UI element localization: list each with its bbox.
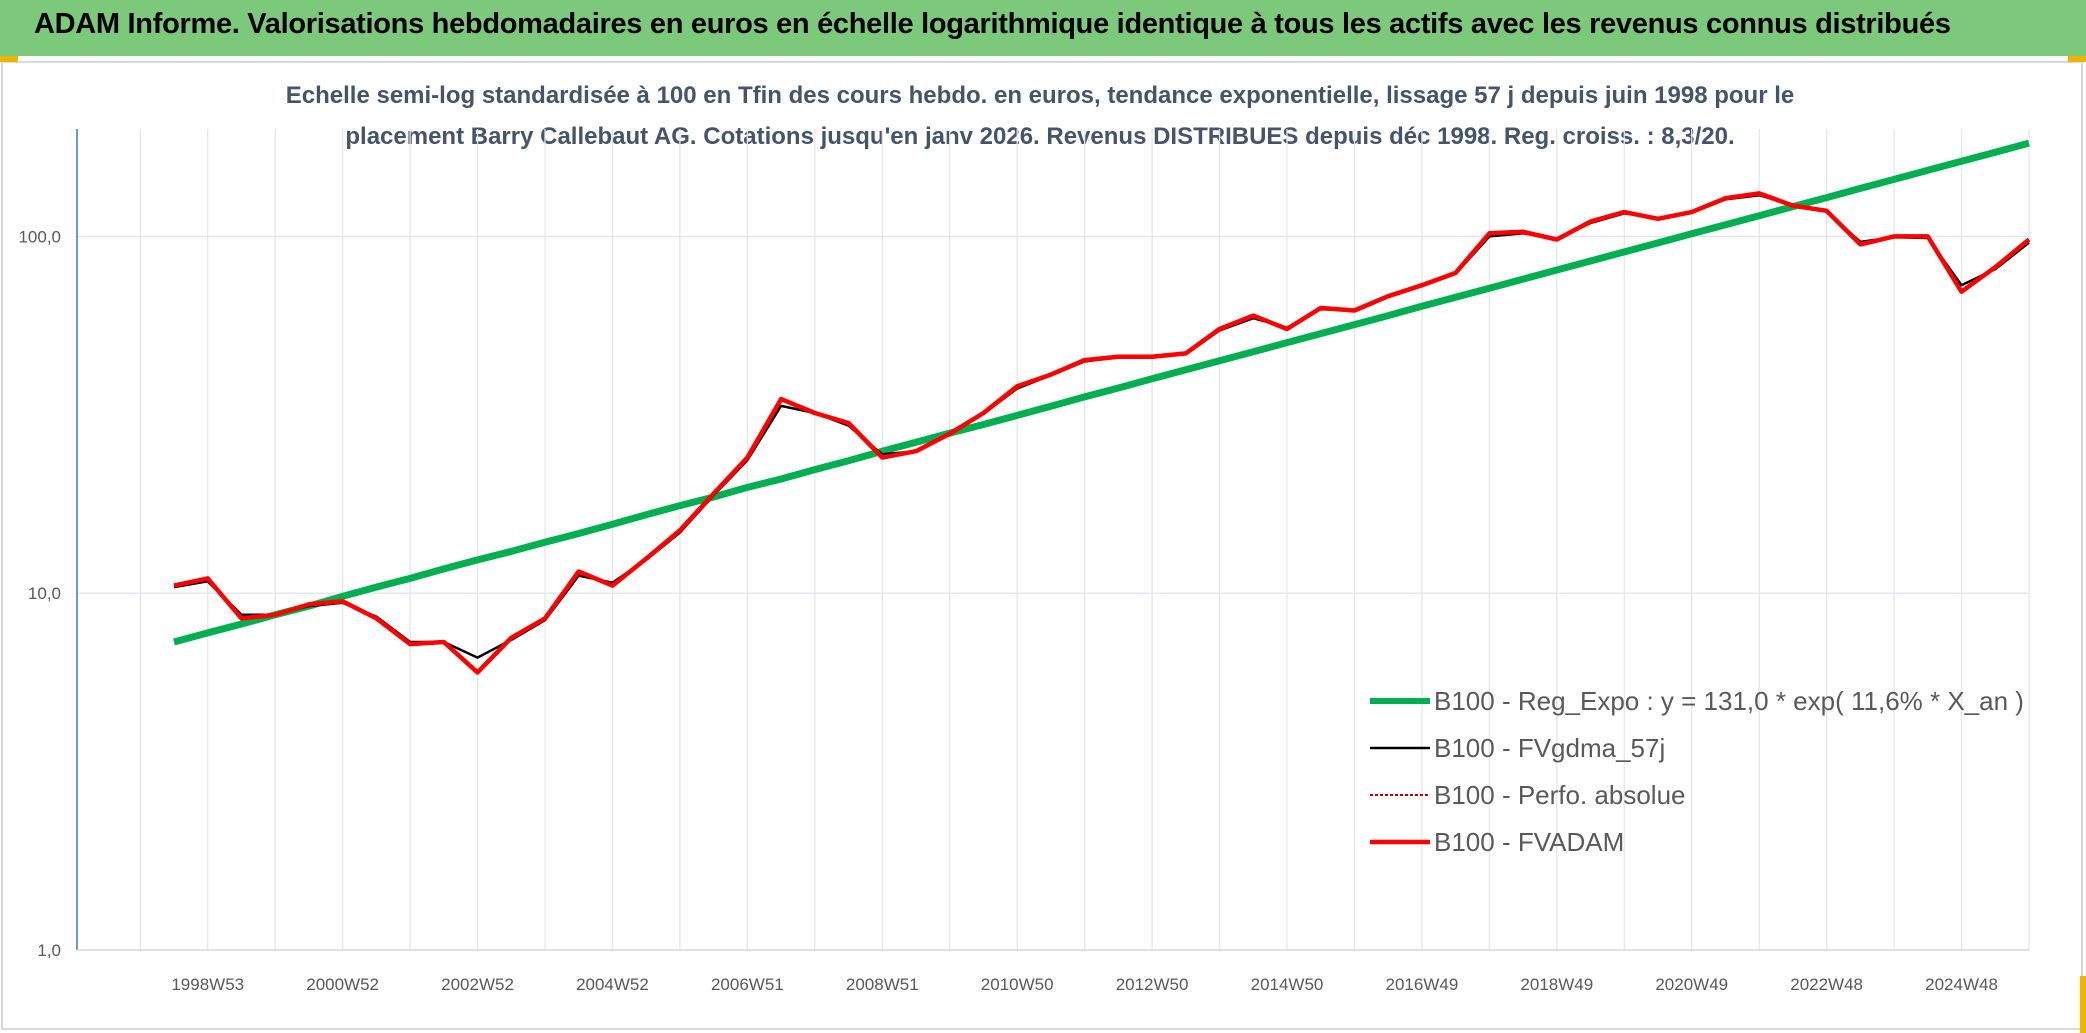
x-tick-label: 2002W52 [441,975,514,994]
x-tick-label: 2024W48 [1925,975,1998,994]
series-line [173,193,2030,659]
x-tick-label: 2008W51 [846,975,919,994]
corner [2068,56,2086,62]
legend-label: B100 - Reg_Expo : y = 131,0 * exp( 11,6%… [1434,686,2024,716]
y-tick-label: 100,0 [18,227,61,246]
chart: Echelle semi-log standardisée à 100 en T… [0,56,2086,1033]
header-title: ADAM Informe. Valorisations hebdomadaire… [34,8,1951,40]
legend-label: B100 - FVgdma_57j [1434,733,1665,763]
series-line [173,192,2030,674]
x-tick-label: 2014W50 [1251,975,1324,994]
x-tick-label: 2022W48 [1790,975,1863,994]
chart-frame [1,61,2083,1030]
subtitle: placement Barry Callebaut AG. Cotations … [345,123,1734,150]
y-tick-label: 10,0 [28,584,61,603]
x-tick-label: 2010W50 [981,975,1054,994]
x-tick-label: 2004W52 [576,975,649,994]
series-line [173,139,2030,646]
x-tick-label: 2018W49 [1520,975,1593,994]
y-tick-label: 1,0 [37,941,61,960]
series-line [173,191,2031,675]
legend-label: B100 - Perfo. absolue [1434,780,1686,810]
corner [2080,976,2086,1033]
legend-label: B100 - FVADAM [1434,827,1624,857]
x-tick-label: 2016W49 [1386,975,1459,994]
header-bar: ADAM Informe. Valorisations hebdomadaire… [0,0,2086,56]
x-tick-label: 2000W52 [306,975,379,994]
x-tick-label: 2012W50 [1116,975,1189,994]
subtitle: Echelle semi-log standardisée à 100 en T… [286,82,1794,109]
x-tick-label: 1998W53 [171,975,244,994]
x-tick-label: 2006W51 [711,975,784,994]
corner [0,56,18,62]
x-tick-label: 2020W49 [1655,975,1728,994]
